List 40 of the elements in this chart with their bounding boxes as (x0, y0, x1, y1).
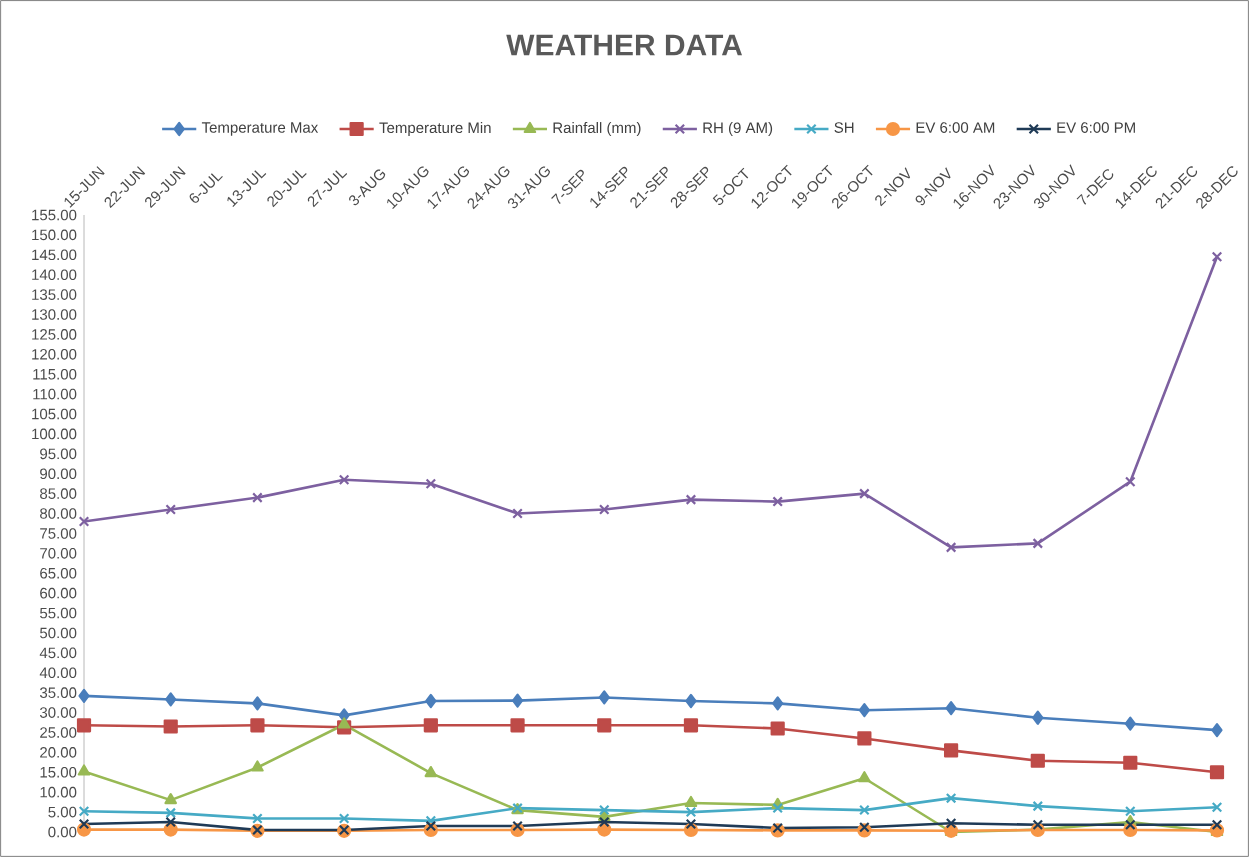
y-tick-label: 145.00 (32, 249, 77, 261)
y-tick-label: 40.00 (39, 667, 77, 679)
legend-label: Temperature Max (201, 122, 319, 136)
y-tick-label: 55.00 (40, 607, 77, 619)
y-tick-label: 30.00 (39, 707, 77, 718)
y-tick-label: 155.00 (32, 209, 77, 221)
legend-label: EV 6:00 PM (1057, 122, 1135, 133)
y-tick-label: 20.00 (40, 747, 77, 758)
y-tick-label: 70.00 (40, 548, 77, 559)
y-tick-label: 85.00 (40, 488, 77, 499)
y-tick-label: 65.00 (40, 567, 77, 579)
y-tick-label: 15.00 (40, 766, 77, 778)
y-tick-label: 35.00 (39, 687, 77, 698)
y-tick-label: 150.00 (32, 229, 77, 241)
y-tick-label: 60.00 (40, 587, 77, 599)
y-tick-label: 130.00 (32, 309, 77, 320)
y-tick-label: 110.00 (33, 388, 77, 400)
y-tick-label: 5.00 (48, 806, 77, 818)
y-tick-label: 90.00 (40, 468, 77, 480)
y-tick-label: 140.00 (32, 269, 77, 281)
y-tick-label: 50.00 (40, 627, 77, 639)
y-tick-label: 125.00 (32, 329, 77, 340)
legend-label: SH (834, 122, 854, 133)
legend-label: Rainfall (mm) (553, 122, 641, 137)
y-tick-label: 120.00 (32, 349, 77, 360)
y-tick-label: 0.00 (48, 826, 77, 838)
chart-title: WEATHER DATA (506, 34, 743, 56)
y-tick-label: 95.00 (40, 448, 77, 460)
y-tick-label: 75.00 (40, 528, 77, 539)
y-tick-label: 45.00 (39, 647, 77, 659)
y-tick-label: 115.00 (33, 368, 77, 380)
y-tick-label: 10.00 (40, 786, 77, 798)
legend-label: RH (9 AM) (703, 122, 773, 137)
y-tick-label: 100.00 (32, 428, 77, 440)
y-tick-label: 105.00 (32, 408, 77, 420)
legend-label: EV 6:00 AM (916, 122, 995, 133)
legend-label: Temperature Min (379, 122, 491, 137)
y-tick-label: 135.00 (32, 289, 77, 300)
y-tick-label: 80.00 (40, 508, 77, 519)
y-tick-label: 25.00 (40, 727, 77, 738)
